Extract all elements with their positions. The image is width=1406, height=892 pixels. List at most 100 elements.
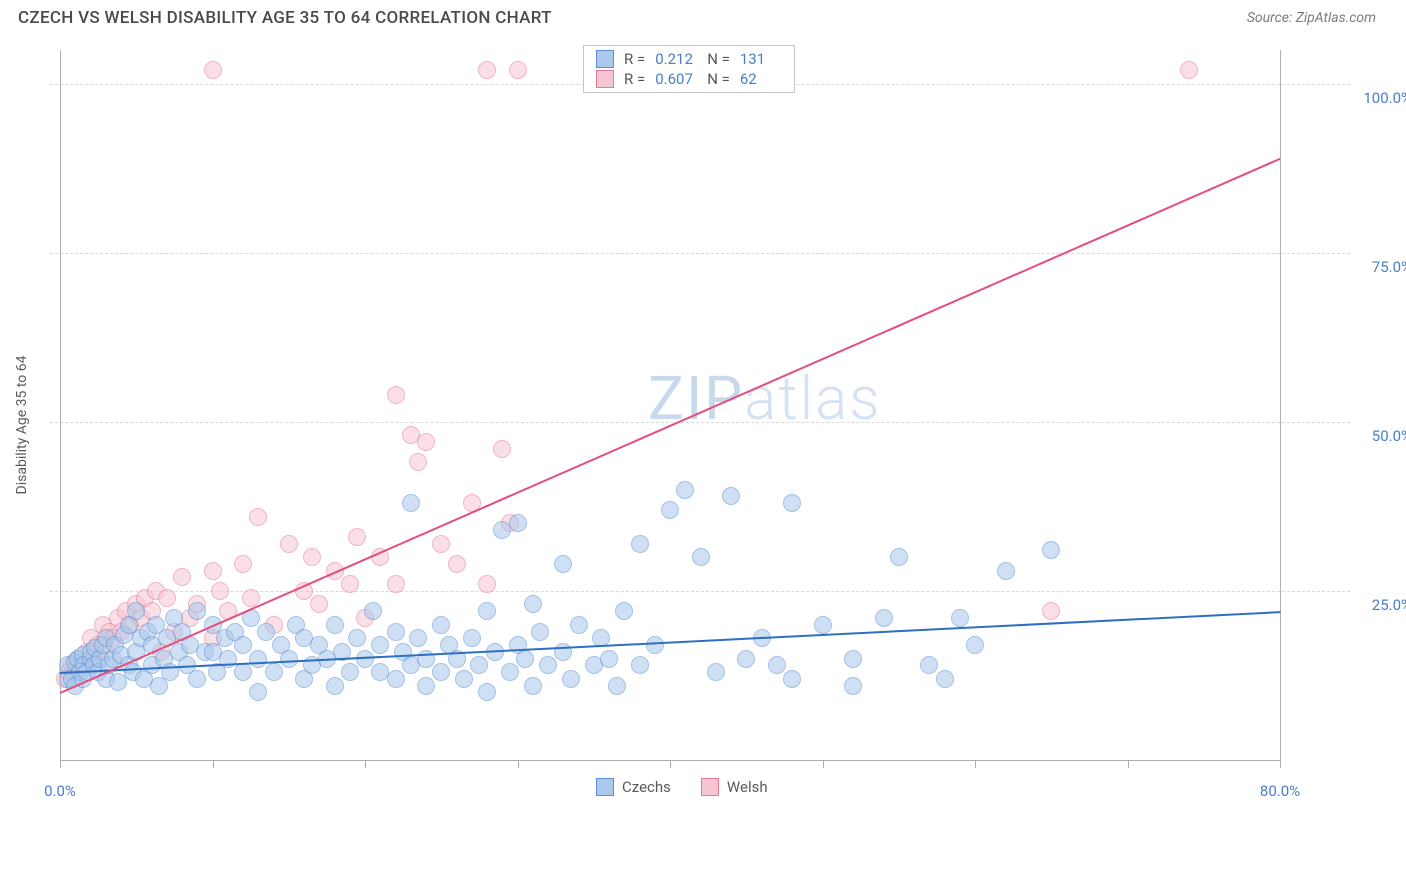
y-tick-label: 25.0% xyxy=(1372,596,1406,614)
data-point xyxy=(249,650,267,668)
data-point xyxy=(265,663,283,681)
data-point xyxy=(1042,541,1060,559)
legend-n-value: 131 xyxy=(740,50,782,68)
data-point xyxy=(310,595,328,613)
data-point xyxy=(631,656,649,674)
data-point xyxy=(600,650,618,668)
data-point xyxy=(920,656,938,674)
data-point xyxy=(509,514,527,532)
y-axis xyxy=(60,50,61,760)
data-point xyxy=(501,663,519,681)
data-point xyxy=(463,629,481,647)
data-point xyxy=(448,555,466,573)
data-point xyxy=(722,487,740,505)
x-tick xyxy=(60,760,61,768)
data-point xyxy=(417,433,435,451)
legend-swatch xyxy=(596,778,614,796)
data-point xyxy=(951,609,969,627)
data-point xyxy=(661,501,679,519)
x-tick xyxy=(670,760,671,768)
data-point xyxy=(516,650,534,668)
data-point xyxy=(966,636,984,654)
legend-r-value: 0.212 xyxy=(655,50,697,68)
data-point xyxy=(188,602,206,620)
data-point xyxy=(303,548,321,566)
data-point xyxy=(478,602,496,620)
data-point xyxy=(554,555,572,573)
data-point xyxy=(204,562,222,580)
data-point xyxy=(470,656,488,674)
data-point xyxy=(707,663,725,681)
data-point xyxy=(478,61,496,79)
data-point xyxy=(280,535,298,553)
legend-n-label: N = xyxy=(707,70,730,88)
data-point xyxy=(539,656,557,674)
data-point xyxy=(676,481,694,499)
data-point xyxy=(280,650,298,668)
grid-line xyxy=(50,422,1350,423)
x-tick xyxy=(1280,760,1281,768)
data-point xyxy=(211,582,229,600)
data-point xyxy=(204,61,222,79)
legend-row: R =0.212N =131 xyxy=(596,50,782,68)
x-tick xyxy=(823,760,824,768)
data-point xyxy=(570,616,588,634)
legend-r-label: R = xyxy=(624,70,645,88)
data-point xyxy=(326,677,344,695)
data-point xyxy=(562,670,580,688)
data-point xyxy=(188,670,206,688)
x-tick xyxy=(1128,760,1129,768)
data-point xyxy=(936,670,954,688)
y-axis-right xyxy=(1280,50,1281,760)
data-point xyxy=(341,663,359,681)
legend-n-label: N = xyxy=(707,50,730,68)
data-point xyxy=(234,636,252,654)
data-point xyxy=(646,636,664,654)
y-tick-label: 50.0% xyxy=(1372,427,1406,445)
x-tick-label: 0.0% xyxy=(44,782,76,800)
grid-line xyxy=(50,253,1350,254)
trend-line xyxy=(60,158,1281,694)
data-point xyxy=(509,61,527,79)
data-point xyxy=(615,602,633,620)
data-point xyxy=(249,683,267,701)
data-point xyxy=(737,650,755,668)
data-point xyxy=(1042,602,1060,620)
data-point xyxy=(478,575,496,593)
data-point xyxy=(348,528,366,546)
data-point xyxy=(432,535,450,553)
legend-item: Czechs xyxy=(596,778,671,796)
data-point xyxy=(234,555,252,573)
data-point xyxy=(890,548,908,566)
legend-item: Welsh xyxy=(701,778,768,796)
x-tick xyxy=(975,760,976,768)
correlation-legend: R =0.212N =131R =0.607N =62 xyxy=(583,45,795,93)
data-point xyxy=(844,677,862,695)
data-point xyxy=(257,623,275,641)
data-point xyxy=(364,602,382,620)
x-tick xyxy=(518,760,519,768)
x-tick xyxy=(365,760,366,768)
data-point xyxy=(417,650,435,668)
data-point xyxy=(524,595,542,613)
data-point xyxy=(409,453,427,471)
legend-r-value: 0.607 xyxy=(655,70,697,88)
watermark: ZIPatlas xyxy=(648,363,882,434)
data-point xyxy=(387,670,405,688)
data-point xyxy=(409,629,427,647)
data-point xyxy=(326,616,344,634)
legend-swatch xyxy=(596,70,614,88)
data-point xyxy=(432,663,450,681)
data-point xyxy=(783,670,801,688)
data-point xyxy=(814,616,832,634)
x-tick xyxy=(213,760,214,768)
legend-series-name: Welsh xyxy=(727,778,768,796)
y-axis-label: Disability Age 35 to 64 xyxy=(14,356,30,495)
x-tick-label: 80.0% xyxy=(1260,782,1300,800)
data-point xyxy=(608,677,626,695)
data-point xyxy=(493,440,511,458)
data-point xyxy=(127,602,145,620)
legend-swatch xyxy=(701,778,719,796)
data-point xyxy=(371,636,389,654)
y-tick-label: 75.0% xyxy=(1372,258,1406,276)
